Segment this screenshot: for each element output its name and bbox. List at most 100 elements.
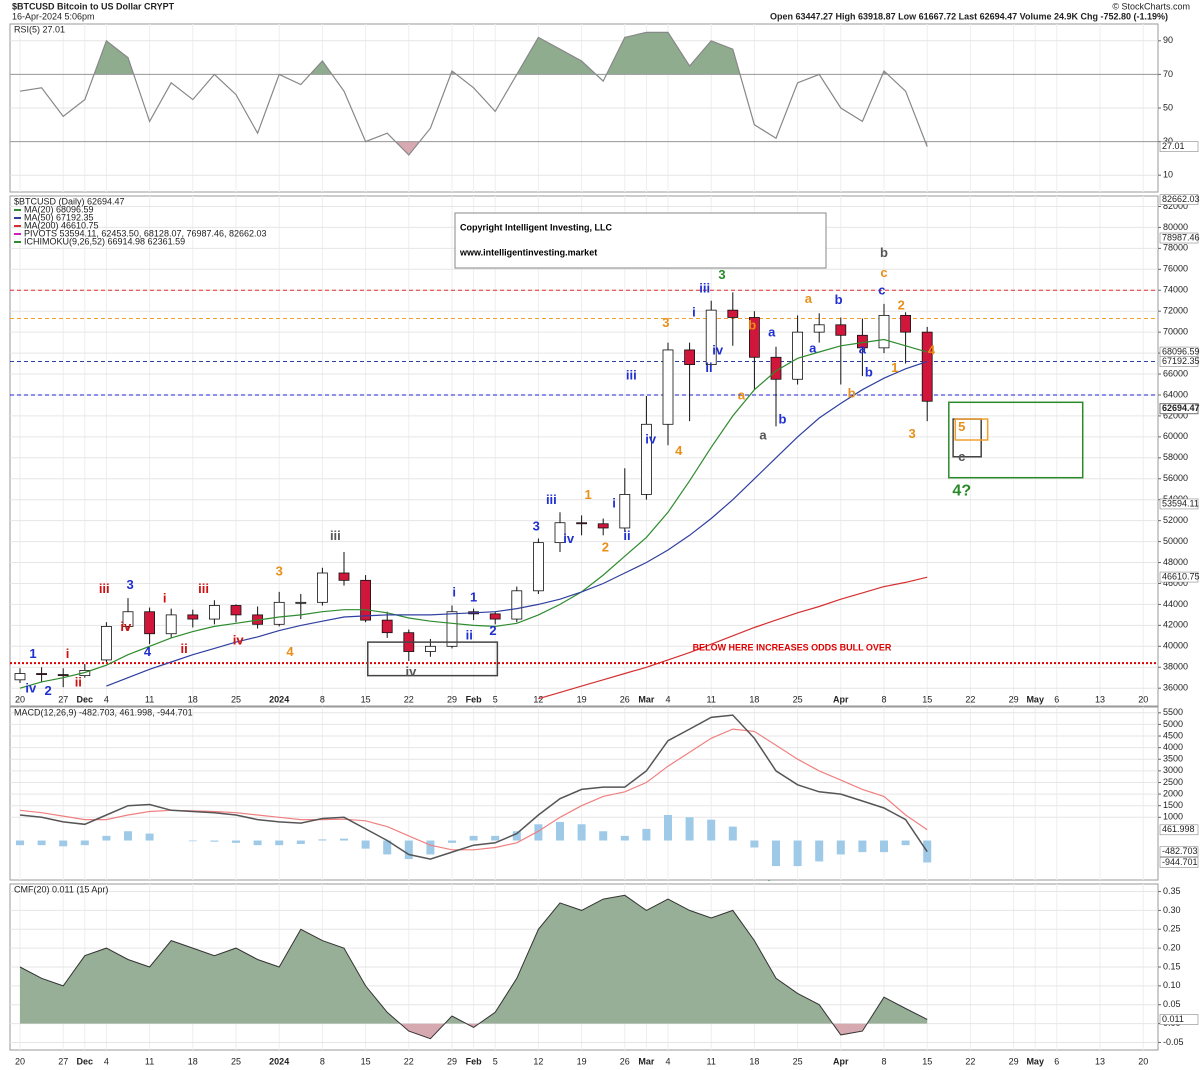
wave-label: ii bbox=[466, 627, 473, 642]
x-tick-label: 22 bbox=[404, 1056, 414, 1066]
x-tick-label: 8 bbox=[320, 694, 325, 704]
histogram-bar bbox=[124, 831, 132, 841]
candle-body bbox=[230, 605, 242, 616]
wave-label: iv bbox=[645, 431, 657, 446]
histogram-bar bbox=[361, 840, 370, 849]
histogram-bar bbox=[232, 840, 240, 843]
x-tick-label: 26 bbox=[620, 694, 630, 704]
wave-label: a bbox=[768, 325, 776, 340]
y-tick-label: 36000 bbox=[1163, 683, 1188, 693]
x-tick-label: 25 bbox=[793, 1056, 803, 1066]
candle-body bbox=[36, 673, 47, 675]
wave-label: iii bbox=[626, 368, 637, 383]
box bbox=[948, 401, 1084, 479]
wave-label: i bbox=[163, 591, 167, 606]
x-tick-label: 6 bbox=[1054, 1056, 1059, 1066]
wave-label: iii bbox=[99, 581, 110, 596]
x-tick-label: 25 bbox=[231, 1056, 241, 1066]
candle-body bbox=[424, 645, 436, 652]
histogram-bar bbox=[102, 835, 111, 841]
value-label: 461.998 bbox=[1162, 824, 1195, 834]
x-tick-label: 4 bbox=[665, 1056, 670, 1066]
histogram-bar bbox=[426, 840, 435, 855]
box bbox=[954, 418, 989, 441]
legend-entry: ICHIMOKU(9,26,52) 66914.98 62361.59 bbox=[24, 236, 185, 246]
y-tick-label: 30 bbox=[1163, 136, 1173, 146]
candle-body bbox=[921, 331, 933, 402]
wave-label: iv bbox=[233, 633, 245, 648]
x-tick-label: Apr bbox=[833, 694, 849, 704]
histogram-bar bbox=[383, 840, 392, 855]
wave-label: b bbox=[779, 412, 787, 427]
histogram-bar bbox=[491, 835, 500, 841]
moving-average bbox=[19, 338, 928, 689]
candle-body bbox=[446, 611, 458, 647]
wave-label: b bbox=[880, 245, 888, 260]
candle-body bbox=[489, 613, 501, 620]
histogram-bar bbox=[685, 817, 694, 841]
wave-label: 3 bbox=[908, 426, 915, 441]
wave-label: 2 bbox=[44, 683, 51, 698]
y-tick-label: 0.35 bbox=[1163, 886, 1181, 896]
copyright-box bbox=[454, 212, 827, 269]
y-tick-label: 74000 bbox=[1163, 285, 1188, 295]
x-tick-label: 11 bbox=[145, 694, 154, 704]
y-tick-label: 58000 bbox=[1163, 452, 1188, 462]
value-box bbox=[1159, 571, 1199, 583]
histogram-bar bbox=[448, 840, 456, 843]
candle-body bbox=[727, 309, 739, 318]
macd-line bbox=[19, 714, 928, 860]
candle-body bbox=[533, 542, 544, 592]
x-tick-label: 2024 bbox=[269, 1056, 289, 1066]
y-tick-label: 38000 bbox=[1163, 662, 1188, 672]
y-tick-label: 0.05 bbox=[1163, 999, 1181, 1009]
wave-label: b bbox=[865, 364, 873, 379]
histogram-bar bbox=[37, 840, 46, 846]
histogram-bar bbox=[858, 840, 867, 853]
candle-body bbox=[165, 614, 177, 635]
x-tick-label: 11 bbox=[145, 1056, 154, 1066]
candle-body bbox=[101, 626, 112, 661]
x-tick-label: 29 bbox=[447, 694, 457, 704]
x-tick-label: 11 bbox=[707, 694, 716, 704]
x-tick-label: 8 bbox=[881, 694, 886, 704]
wave-label: b bbox=[835, 292, 843, 307]
histogram-bar bbox=[59, 840, 68, 847]
wave-label: a bbox=[759, 427, 767, 442]
x-tick-label: Feb bbox=[466, 694, 483, 704]
y-tick-label: 42000 bbox=[1163, 620, 1188, 630]
histogram-bar bbox=[80, 840, 89, 846]
y-tick-label: 70000 bbox=[1163, 327, 1188, 337]
histogram-bar bbox=[318, 839, 327, 841]
x-tick-label: 25 bbox=[231, 694, 241, 704]
quote: Open 63447.27 High 63918.87 Low 61667.72… bbox=[770, 11, 1168, 21]
y-tick-label: 2500 bbox=[1163, 777, 1183, 787]
candle-body bbox=[316, 572, 328, 603]
y-tick-label: 66000 bbox=[1163, 368, 1188, 378]
y-tick-label: 4500 bbox=[1163, 730, 1183, 740]
wave-label: c bbox=[880, 265, 887, 280]
histogram-bar bbox=[145, 833, 154, 841]
x-tick-label: 12 bbox=[533, 694, 543, 704]
value-box bbox=[1159, 232, 1199, 244]
candle-body bbox=[597, 523, 609, 529]
y-tick-label: 46000 bbox=[1163, 578, 1188, 588]
x-tick-label: 8 bbox=[881, 1056, 886, 1066]
candle-body bbox=[57, 674, 69, 677]
note: BELOW HERE INCREASES ODDS BULL OVER bbox=[693, 642, 892, 652]
wave-label: 4 bbox=[286, 644, 294, 659]
value-label: 27.01 bbox=[1162, 141, 1185, 151]
wave-label: iv bbox=[406, 664, 418, 679]
overbought-fill bbox=[20, 32, 928, 75]
histogram-bar bbox=[728, 826, 737, 841]
legend-entry: MA(50) 67192.35 bbox=[24, 212, 94, 222]
wave-label: iv bbox=[712, 342, 724, 357]
candle-body bbox=[641, 423, 652, 495]
histogram-bar bbox=[815, 840, 824, 862]
wave-label: i bbox=[452, 584, 456, 599]
wave-label: 3 bbox=[533, 518, 540, 533]
x-tick-label: 15 bbox=[361, 694, 371, 704]
y-tick-label: -0.05 bbox=[1163, 1037, 1184, 1047]
y-tick-label: 10 bbox=[1163, 170, 1173, 180]
wave-label: i bbox=[612, 495, 616, 510]
